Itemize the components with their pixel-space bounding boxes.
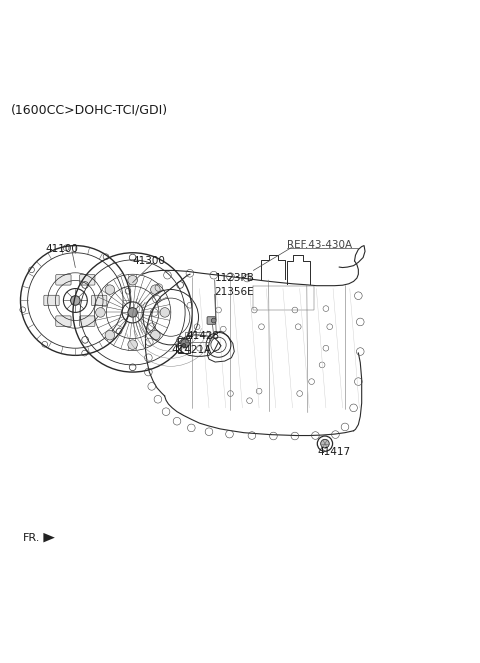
Text: 21356E: 21356E (215, 287, 254, 298)
Circle shape (128, 308, 137, 317)
FancyBboxPatch shape (80, 316, 95, 326)
Text: FR.: FR. (23, 532, 40, 542)
FancyBboxPatch shape (92, 295, 107, 306)
Circle shape (128, 275, 137, 285)
Text: 41417: 41417 (317, 447, 350, 457)
Polygon shape (43, 533, 55, 542)
FancyBboxPatch shape (56, 274, 71, 285)
Circle shape (151, 285, 160, 294)
Circle shape (128, 340, 137, 349)
Text: 41100: 41100 (45, 245, 78, 255)
Text: (1600CC>DOHC-TCI/GDI): (1600CC>DOHC-TCI/GDI) (11, 103, 168, 117)
Circle shape (96, 308, 105, 317)
Circle shape (160, 308, 169, 317)
Text: 1123PB: 1123PB (215, 273, 254, 283)
Circle shape (211, 318, 216, 323)
FancyBboxPatch shape (80, 274, 95, 285)
FancyBboxPatch shape (56, 316, 71, 326)
Circle shape (105, 285, 115, 294)
Text: 41421A: 41421A (171, 345, 212, 355)
Text: 41300: 41300 (132, 256, 166, 266)
Text: REF.43-430A: REF.43-430A (287, 239, 352, 250)
Circle shape (321, 440, 329, 448)
Circle shape (71, 296, 80, 305)
FancyBboxPatch shape (44, 295, 59, 306)
FancyBboxPatch shape (207, 317, 216, 324)
Text: 41428: 41428 (187, 332, 220, 341)
Circle shape (181, 339, 190, 347)
Circle shape (182, 343, 186, 347)
Circle shape (105, 330, 115, 340)
Circle shape (151, 330, 160, 340)
